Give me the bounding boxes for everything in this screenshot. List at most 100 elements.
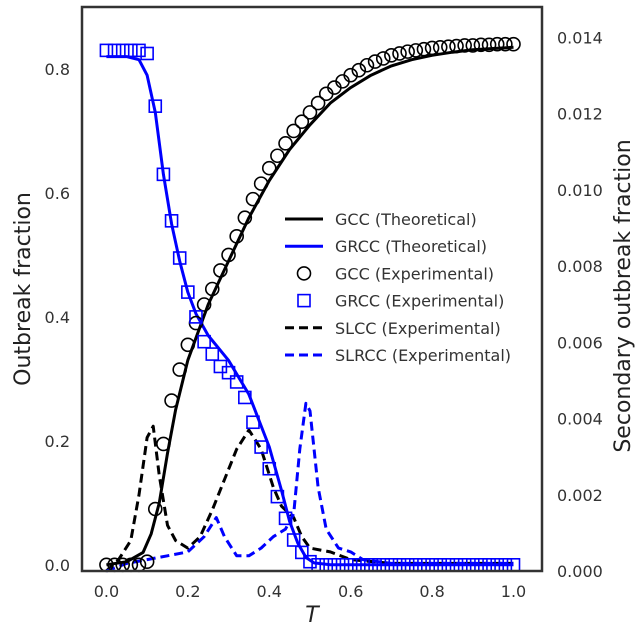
point-grcc-experimental [205,347,220,361]
point-gcc-experimental [392,46,407,61]
point-gcc-experimental [196,297,212,312]
point-grcc-experimental [197,334,211,349]
point-gcc-experimental [310,95,326,111]
y-tick-label: 0.4 [45,308,70,327]
series-line-grcc-theoretical [106,55,514,567]
y2-tick-label: 0.008 [557,257,603,276]
point-gcc-experimental [367,54,383,69]
point-gcc-experimental [213,263,228,278]
y-tick-label: 0.0 [45,556,70,575]
legend-swatch-grcc-experimental [297,293,311,308]
point-grcc-experimental [99,43,114,58]
y2-tick-label: 0.000 [557,562,603,581]
point-grcc-experimental [132,43,146,58]
point-grcc-experimental [164,214,179,228]
point-gcc-experimental [147,501,163,517]
series-layer [99,36,521,573]
point-gcc-experimental [139,554,155,570]
point-gcc-experimental [302,105,318,120]
legend-label: SLCC (Experimental) [335,319,501,338]
series-line-slrcc-experimental [105,401,514,573]
y2-axis-title: Secondary outbreak fraction [611,139,635,452]
point-grcc-experimental [172,251,187,265]
point-grcc-experimental [295,545,309,560]
point-gcc-experimental [343,67,358,83]
point-grcc-experimental [115,43,130,58]
point-grcc-experimental [278,511,293,526]
legend-swatch-gcc-experimental [296,266,312,281]
point-gcc-experimental [180,337,196,353]
point-gcc-experimental [245,191,261,207]
y2-tick-label: 0.010 [557,181,603,200]
point-gcc-experimental [375,51,391,66]
point-grcc-experimental [189,310,203,324]
point-grcc-experimental [229,375,244,389]
point-grcc-experimental [286,533,301,547]
point-gcc-experimental [465,38,481,53]
point-gcc-experimental [204,281,220,297]
point-grcc-experimental [246,415,260,430]
point-gcc-experimental [156,436,171,452]
y-tick-label: 0.8 [45,60,70,79]
point-grcc-experimental [124,43,138,58]
plot-frame [80,5,544,573]
x-tick-label: 0.8 [419,582,444,601]
point-gcc-experimental [351,62,367,78]
point-gcc-experimental [498,36,513,52]
point-grcc-experimental [140,46,154,61]
point-grcc-experimental [148,99,163,113]
point-gcc-experimental [164,393,179,408]
point-gcc-experimental [400,44,415,59]
point-gcc-experimental [384,48,399,63]
legend-label: GCC (Experimental) [335,264,494,283]
point-grcc-experimental [262,461,277,476]
x-tick-label: 0.2 [175,582,200,601]
point-grcc-experimental [181,285,195,299]
point-grcc-experimental [270,489,285,504]
legend-label: GCC (Theoretical) [335,210,477,229]
y-tick-label: 0.2 [45,432,70,451]
x-axis-title: T [305,603,320,628]
legend: GCC (Theoretical) GRCC (Theoretical) GCC (… [285,210,511,365]
point-grcc-experimental [303,554,317,569]
point-gcc-experimental [359,57,375,73]
y2-tick-label: 0.004 [557,410,603,429]
point-gcc-experimental [424,40,440,56]
point-gcc-experimental [473,37,489,53]
point-gcc-experimental [408,43,424,58]
point-gcc-experimental [237,210,253,226]
x-tick-label: 1.0 [501,582,526,601]
x-tick-label: 0.4 [257,582,282,601]
point-grcc-experimental [254,440,268,454]
point-gcc-experimental [441,39,456,54]
point-gcc-experimental [432,39,448,55]
x-tick-label: 0.6 [338,582,363,601]
point-gcc-experimental [506,36,521,52]
legend-label: GRCC (Experimental) [335,292,504,311]
point-gcc-experimental [294,114,310,129]
y2-tick-label: 0.006 [557,333,603,352]
y2-tick-label: 0.014 [557,28,603,47]
y-tick-label: 0.6 [45,184,70,203]
point-grcc-experimental [156,167,171,182]
point-grcc-experimental [238,390,252,405]
point-gcc-experimental [261,160,277,176]
point-gcc-experimental [221,247,236,263]
point-grcc-experimental [107,43,122,58]
point-gcc-experimental [489,36,505,52]
series-line-slcc-experimental [105,424,514,573]
point-gcc-experimental [229,229,244,244]
point-gcc-experimental [449,38,464,54]
point-gcc-experimental [481,37,497,53]
axis-layer: 0.0 0.2 0.4 0.6 0.8 1.0 0.0 0.2 0.4 0.6 0.8 0.000 0.… [45,28,603,601]
point-gcc-experimental [416,41,432,57]
legend-label: SLRCC (Experimental) [335,346,511,365]
point-gcc-experimental [278,136,293,151]
point-gcc-experimental [270,148,285,164]
y-axis-title: Outbreak fraction [11,192,36,386]
series-line-gcc-theoretical [106,45,514,567]
x-tick-label: 0.0 [94,582,119,601]
y2-tick-label: 0.012 [557,105,603,124]
point-gcc-experimental [172,362,187,377]
point-grcc-experimental [221,365,236,380]
